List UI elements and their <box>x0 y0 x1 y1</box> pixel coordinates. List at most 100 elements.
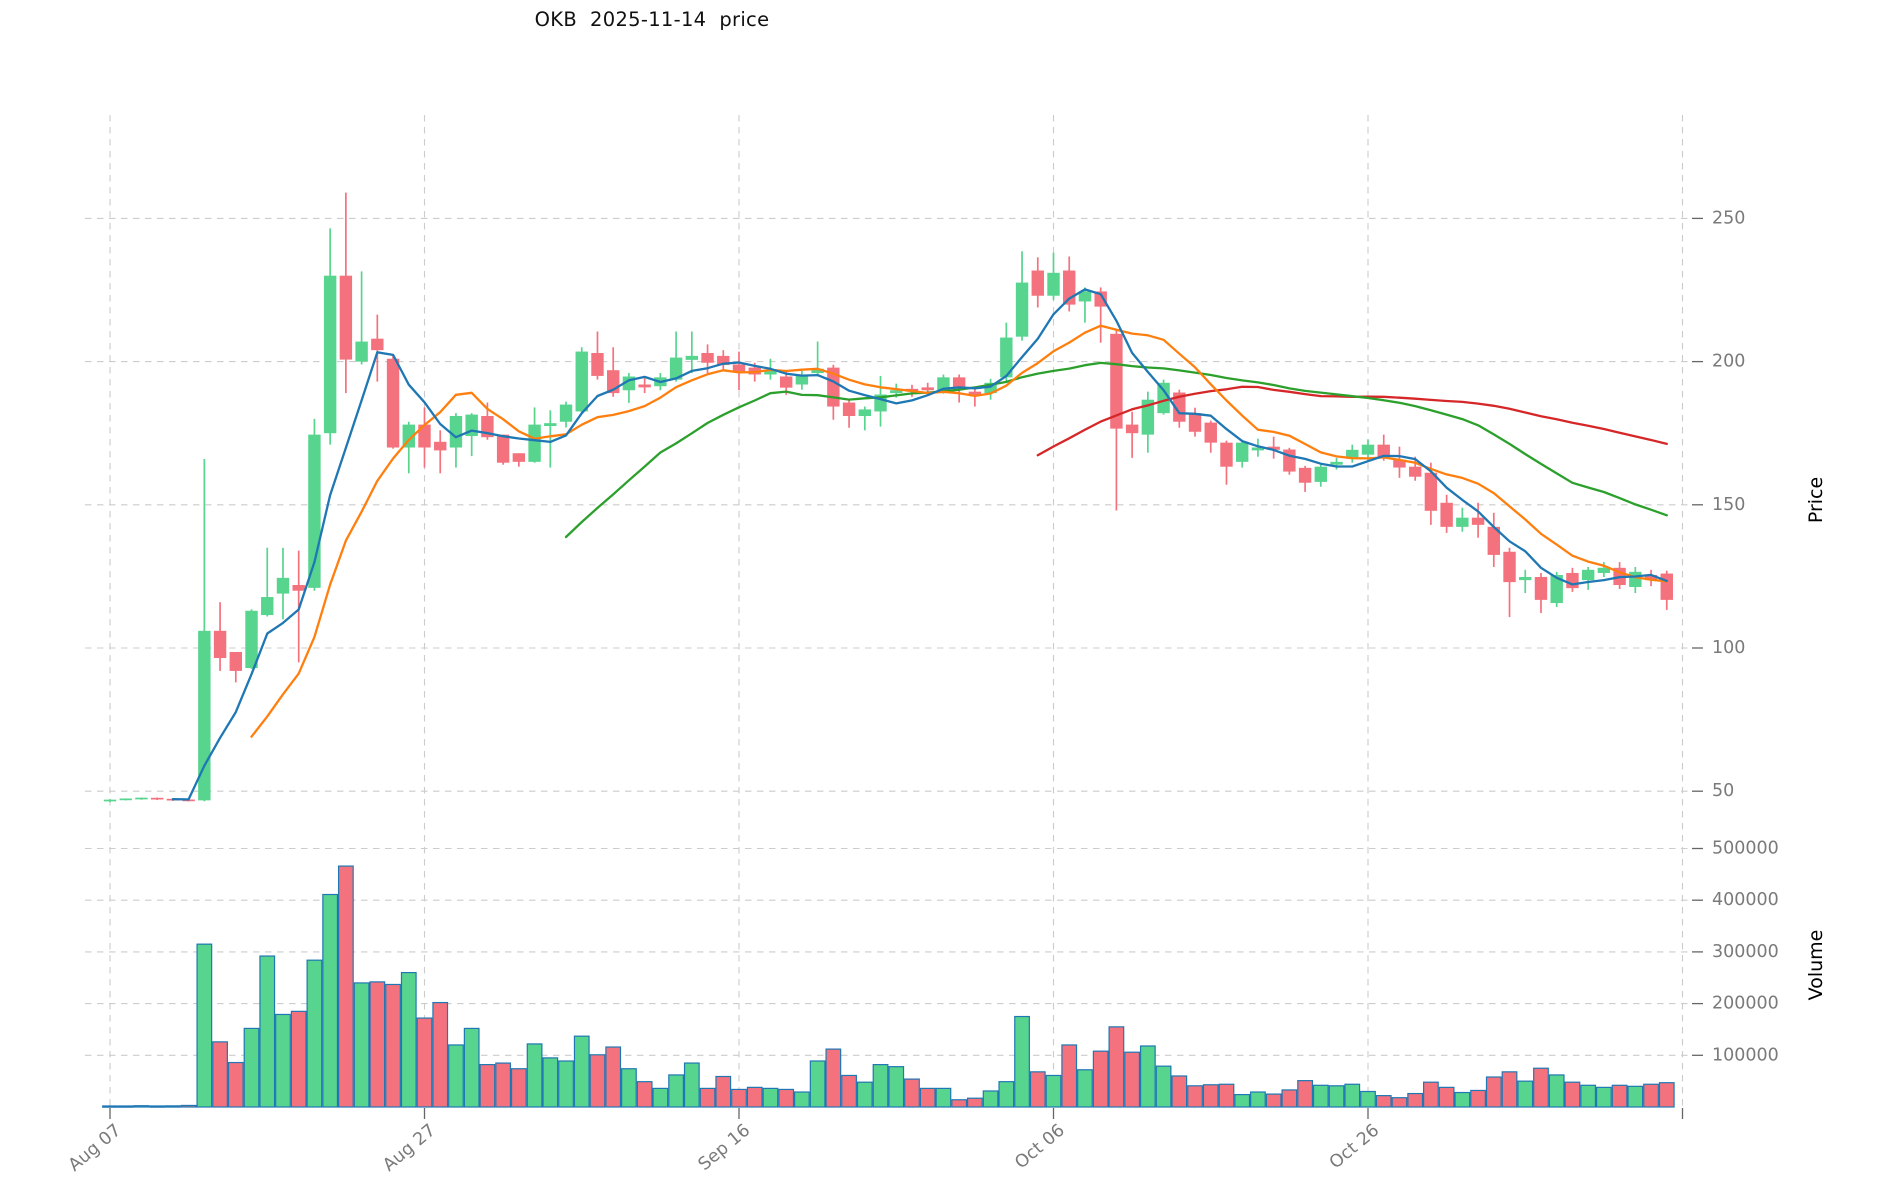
volume-bar <box>966 1097 983 1108</box>
candle-body <box>1456 517 1469 527</box>
candle-body <box>1660 573 1673 600</box>
candle-body <box>323 275 337 434</box>
candle-body <box>213 630 227 659</box>
candle-body <box>1047 272 1060 296</box>
volume-bar <box>1045 1074 1062 1108</box>
volume-bar <box>432 1001 449 1108</box>
candle-body <box>1236 442 1249 462</box>
price-tick-label: 100 <box>1712 638 1745 658</box>
candle-body <box>701 353 714 363</box>
candle-body <box>1141 399 1155 435</box>
volume-bar <box>951 1099 968 1108</box>
volume-bar <box>306 959 323 1108</box>
volume-bar <box>1155 1065 1172 1108</box>
volume-bar <box>935 1087 952 1108</box>
volume-bar <box>212 1041 228 1108</box>
volume-bar <box>1344 1083 1361 1108</box>
candle-body <box>1581 569 1595 581</box>
candle-body <box>1424 472 1438 511</box>
candle-body <box>528 424 541 462</box>
ma10-line <box>250 324 1668 738</box>
candle-body <box>795 374 809 385</box>
volume-bar <box>605 1046 622 1108</box>
volume-bar <box>731 1088 747 1108</box>
candle-body <box>276 577 290 594</box>
volume-bar <box>1595 1086 1612 1108</box>
volume-bar <box>558 1060 574 1108</box>
volume-bar <box>1454 1091 1471 1108</box>
volume-bar <box>243 1027 260 1108</box>
candle-body <box>1393 459 1406 468</box>
candle-body <box>1094 291 1107 307</box>
candle-body <box>449 416 463 448</box>
volume-bar <box>1328 1085 1345 1108</box>
ma5-line <box>171 288 1668 801</box>
candle-body <box>339 275 353 360</box>
volume-bar <box>793 1091 810 1108</box>
candle-body <box>1204 422 1217 443</box>
candle-body <box>1597 567 1611 573</box>
volume-bar <box>1470 1089 1486 1108</box>
volume-bar <box>746 1086 763 1108</box>
candle-body <box>1000 337 1013 378</box>
chart-title: OKB 2025-11-14 price <box>534 8 770 31</box>
candle-body <box>1330 461 1343 465</box>
candle-body <box>1283 449 1296 472</box>
candle-body <box>591 353 604 376</box>
candle-body <box>968 391 982 395</box>
volume-bar <box>841 1074 857 1108</box>
date-tick-label: Oct 06 <box>1011 1121 1068 1174</box>
volume-bars <box>102 865 1675 1108</box>
candle-body <box>402 424 415 448</box>
candle-body <box>1471 517 1485 525</box>
price-tick-label: 50 <box>1712 781 1734 801</box>
volume-bar <box>1407 1092 1424 1108</box>
volume-bar <box>1643 1083 1659 1108</box>
volume-bar <box>652 1087 669 1108</box>
volume-bar <box>180 1104 197 1108</box>
candle-body <box>858 409 871 417</box>
volume-axis-label: Volume <box>1805 930 1827 1001</box>
price-axis-label: Price <box>1805 477 1827 523</box>
candle-body <box>1346 449 1359 458</box>
volume-bar <box>998 1081 1015 1108</box>
volume-bar <box>495 1062 512 1108</box>
volume-bar <box>1580 1084 1597 1108</box>
volume-bar <box>1218 1083 1235 1108</box>
candle-body <box>811 368 824 374</box>
date-tick-label: Aug 27 <box>379 1121 439 1176</box>
volume-tick-label: 500000 <box>1712 839 1779 859</box>
volume-bar <box>982 1090 999 1108</box>
volume-bar <box>117 1105 134 1108</box>
volume-bar <box>1627 1085 1644 1108</box>
volume-bar <box>919 1087 936 1108</box>
candle-body <box>1440 502 1453 527</box>
volume-bar <box>133 1105 150 1108</box>
volume-bar <box>1092 1050 1109 1108</box>
candle-body <box>559 404 573 422</box>
date-tick-label: Sep 16 <box>695 1121 754 1175</box>
candle-body <box>434 441 447 451</box>
volume-bar <box>1658 1082 1675 1108</box>
volume-bar <box>668 1074 684 1108</box>
candle-body <box>418 424 431 448</box>
candle-body <box>1408 466 1422 477</box>
candle-body <box>496 434 510 463</box>
candle-body <box>1298 467 1312 483</box>
volume-bar <box>699 1087 716 1108</box>
candle-body <box>245 610 258 669</box>
volume-bar <box>589 1054 606 1108</box>
volume-bar <box>1564 1081 1581 1108</box>
volume-bar <box>636 1081 653 1108</box>
candle-body <box>292 584 305 591</box>
candle-body <box>1267 446 1280 450</box>
volume-bar <box>1077 1069 1093 1108</box>
date-tick-label: Aug 07 <box>65 1121 125 1176</box>
volume-bar <box>621 1068 637 1108</box>
volume-bar <box>259 955 276 1108</box>
volume-bar <box>809 1060 826 1108</box>
candle-body <box>984 382 997 394</box>
volume-bar <box>290 1010 307 1108</box>
